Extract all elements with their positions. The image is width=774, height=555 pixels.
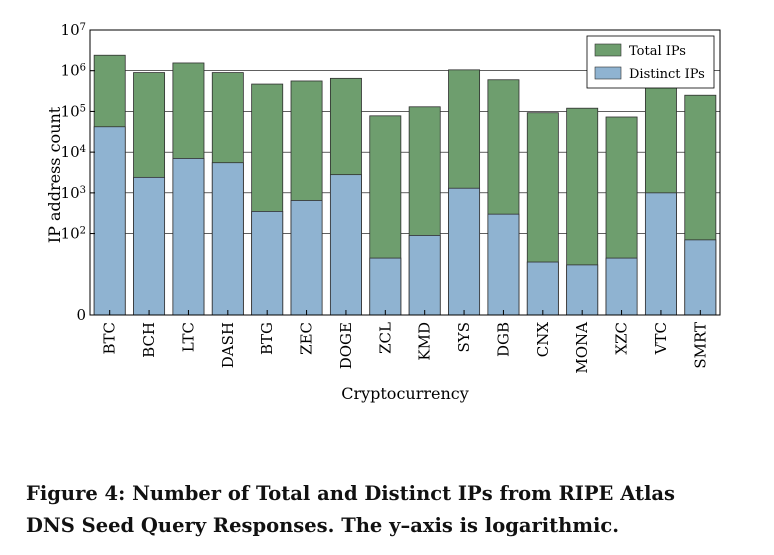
x-tick-label: CNX bbox=[534, 322, 552, 358]
distinct-ips-bar-ltc bbox=[172, 158, 205, 316]
legend-swatch bbox=[594, 43, 622, 57]
x-tick-label: XZC bbox=[613, 322, 631, 355]
distinct-ips-bar-vtc bbox=[644, 192, 677, 316]
x-tick-label: VTC bbox=[652, 322, 670, 355]
y-tick-label: 103 bbox=[61, 184, 86, 202]
x-tick-label: KMD bbox=[416, 322, 434, 361]
distinct-ips-bar-kmd bbox=[408, 235, 441, 316]
y-tick-label: 102 bbox=[61, 225, 86, 243]
x-axis-label: Cryptocurrency bbox=[341, 384, 469, 403]
distinct-ips-bar-zec bbox=[290, 200, 323, 316]
x-tick-label: ZEC bbox=[298, 322, 316, 355]
distinct-ips-bar-btg bbox=[251, 211, 284, 316]
bars bbox=[93, 54, 717, 316]
x-tick-label: SMRT bbox=[691, 322, 709, 369]
legend-label: Total IPs bbox=[629, 44, 686, 59]
distinct-ips-bar-dgb bbox=[487, 213, 520, 316]
distinct-ips-bar-sys bbox=[448, 187, 481, 316]
x-tick-label: BTC bbox=[101, 322, 119, 355]
distinct-ips-bar-xzc bbox=[605, 257, 638, 316]
caption-line-1: Figure 4: Number of Total and Distinct I… bbox=[26, 482, 676, 505]
figure-caption: Figure 4: Number of Total and Distinct I… bbox=[26, 478, 766, 542]
legend-swatch bbox=[594, 66, 622, 80]
distinct-ips-bar-mona bbox=[566, 264, 599, 316]
x-tick-label: BCH bbox=[140, 322, 158, 358]
legend-label: Distinct IPs bbox=[629, 67, 705, 82]
x-tick-label: DASH bbox=[219, 322, 237, 368]
x-tick-label: BTG bbox=[258, 322, 276, 355]
y-axis-label: IP address count bbox=[45, 106, 64, 243]
y-tick-label: 104 bbox=[61, 143, 86, 161]
x-tick-label: SYS bbox=[455, 322, 473, 352]
caption-line-2: DNS Seed Query Responses. The y–axis is … bbox=[26, 514, 620, 537]
x-tick-labels: BTC BCH LTC DASH BTG ZEC DOGE ZCL KMD SYS DGB CNX MO… bbox=[101, 310, 709, 374]
x-tick-label: DOGE bbox=[337, 322, 355, 369]
y-tick-label: 105 bbox=[61, 102, 86, 120]
bar-chart: 0 102 103 104 105 106 107 BTC BCH LTC DASH BTG ZEC D… bbox=[45, 21, 721, 403]
y-tick-labels: 0 102 103 104 105 106 107 bbox=[61, 21, 95, 324]
distinct-ips-bar-smrt bbox=[684, 239, 717, 316]
y-tick-label: 106 bbox=[61, 62, 86, 80]
distinct-ips-bar-zcl bbox=[369, 257, 402, 316]
distinct-ips-bar-doge bbox=[329, 174, 362, 316]
legend: Total IPs Distinct IPs bbox=[586, 35, 715, 89]
distinct-ips-bar-dash bbox=[211, 162, 244, 316]
distinct-ips-bar-cnx bbox=[526, 261, 559, 316]
x-tick-label: DGB bbox=[494, 322, 512, 357]
plot-frame bbox=[89, 29, 721, 316]
x-tick-label: LTC bbox=[179, 322, 197, 352]
distinct-ips-bar-bch bbox=[133, 176, 166, 316]
x-tick-label: ZCL bbox=[376, 322, 394, 354]
x-tick-label: MONA bbox=[573, 322, 591, 374]
y-tick-label: 107 bbox=[61, 21, 86, 39]
y-tick-label: 0 bbox=[76, 306, 86, 324]
distinct-ips-bar-btc bbox=[93, 126, 126, 316]
